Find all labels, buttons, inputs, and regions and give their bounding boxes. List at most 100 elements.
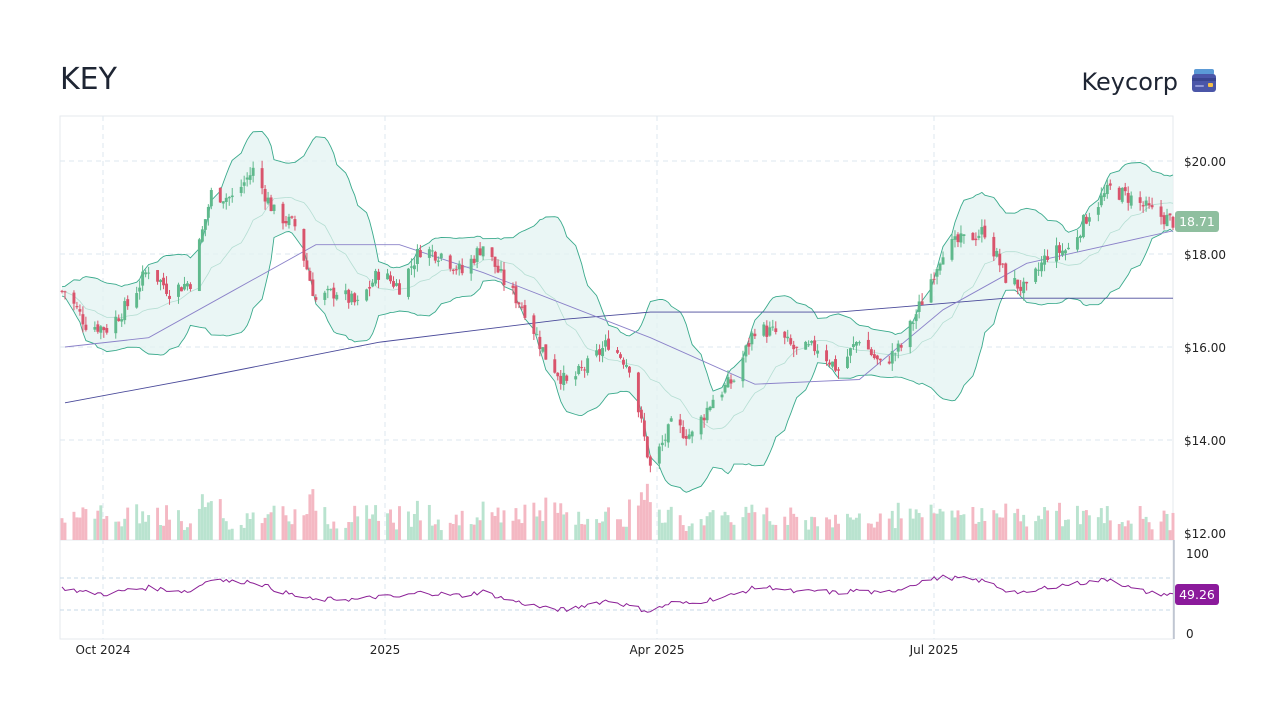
candle-body: [433, 251, 437, 261]
candle-body: [365, 289, 369, 301]
candle-body: [598, 349, 602, 355]
candle-body: [63, 291, 67, 293]
bollinger-middle-line: [61, 196, 1174, 430]
candle-body: [887, 361, 891, 364]
candle-body: [287, 216, 291, 226]
volume-bar: [239, 524, 243, 540]
candle-body: [1055, 245, 1058, 262]
volume-bar: [1165, 513, 1169, 540]
candle-body: [908, 320, 912, 348]
volume-bar: [308, 494, 312, 540]
candle-body: [962, 234, 966, 236]
candle-body: [645, 436, 649, 458]
volume-bar: [520, 523, 524, 540]
volume-bar: [875, 521, 879, 540]
volume-bar: [639, 492, 643, 540]
candle-body: [451, 269, 455, 271]
volume-bar: [224, 521, 228, 540]
volume-bar: [451, 523, 455, 540]
volume-bar: [574, 524, 578, 540]
volume-bar: [538, 510, 542, 540]
candle-body: [1046, 256, 1050, 260]
candle-body: [532, 315, 536, 334]
volume-bar: [932, 513, 936, 540]
volume-bar: [1067, 519, 1070, 540]
volume-bar: [1078, 524, 1082, 540]
volume-bar: [395, 529, 398, 540]
candle-body: [565, 375, 569, 381]
candle-body: [180, 287, 183, 292]
candle-body: [625, 364, 628, 367]
volume-bar: [681, 525, 685, 540]
candle-body: [206, 206, 210, 218]
volume-bar: [1061, 526, 1064, 540]
volume-bar: [514, 508, 518, 540]
candle-body: [78, 309, 82, 312]
volume-bar: [353, 505, 357, 540]
volume-bar: [347, 522, 351, 540]
volume-bar: [1102, 523, 1106, 540]
candle-body: [156, 270, 160, 282]
candle-body: [418, 250, 422, 258]
volume-bar: [99, 505, 103, 540]
volume-bar: [517, 519, 521, 540]
candle-body: [1037, 269, 1041, 271]
candle-body: [239, 186, 243, 193]
volume-bar: [532, 502, 536, 540]
candle-body: [185, 283, 189, 287]
candle-body: [753, 333, 757, 337]
candle-body: [427, 249, 431, 258]
candle-body: [607, 338, 610, 350]
volume-bar: [350, 522, 354, 540]
candle-body: [496, 265, 500, 273]
candle-body: [412, 265, 416, 270]
volume-bar: [896, 502, 900, 540]
candle-body: [765, 325, 769, 337]
candle-body: [857, 342, 861, 344]
volume-bar: [1129, 523, 1133, 540]
volume-bar: [266, 514, 270, 540]
candle-body: [762, 324, 766, 336]
volume-bar: [753, 512, 757, 540]
candle-body: [866, 339, 870, 350]
candle-body: [678, 419, 682, 426]
candle-body: [454, 269, 458, 271]
candle-body: [344, 290, 348, 295]
volume-bar: [105, 516, 109, 540]
candle-body: [511, 285, 515, 288]
candle-body: [711, 399, 715, 409]
candle-body: [1099, 195, 1103, 206]
candle-body: [197, 239, 201, 292]
candle-body: [439, 253, 443, 259]
candle-body: [932, 278, 936, 280]
rsi-line: [61, 574, 1174, 613]
volume-bar: [457, 525, 461, 540]
candle-body: [141, 271, 145, 286]
candle-body: [831, 361, 834, 367]
candle-body: [980, 227, 984, 235]
candle-body: [490, 247, 494, 257]
x-tick-label: Apr 2025: [629, 643, 684, 657]
volume-bar: [857, 513, 861, 540]
candle-body: [660, 442, 664, 446]
volume-bar: [162, 525, 165, 540]
candle-body: [792, 344, 796, 350]
candle-body: [1147, 203, 1151, 206]
volume-bar: [329, 528, 333, 540]
volume-bar: [854, 517, 858, 540]
volume-bar: [188, 523, 192, 540]
volume-bar: [795, 516, 799, 540]
sma-200-line: [64, 297, 1173, 404]
candle-body: [854, 342, 858, 346]
candle-body: [260, 168, 264, 189]
candle-body: [786, 336, 790, 339]
candle-body: [227, 197, 231, 199]
candle-body: [869, 349, 873, 355]
volume-bar: [377, 520, 381, 540]
candle-body: [1061, 250, 1064, 255]
candle-body: [574, 376, 578, 380]
candle-body: [245, 177, 249, 180]
volume-bar: [723, 511, 727, 540]
volume-bar: [415, 500, 419, 540]
